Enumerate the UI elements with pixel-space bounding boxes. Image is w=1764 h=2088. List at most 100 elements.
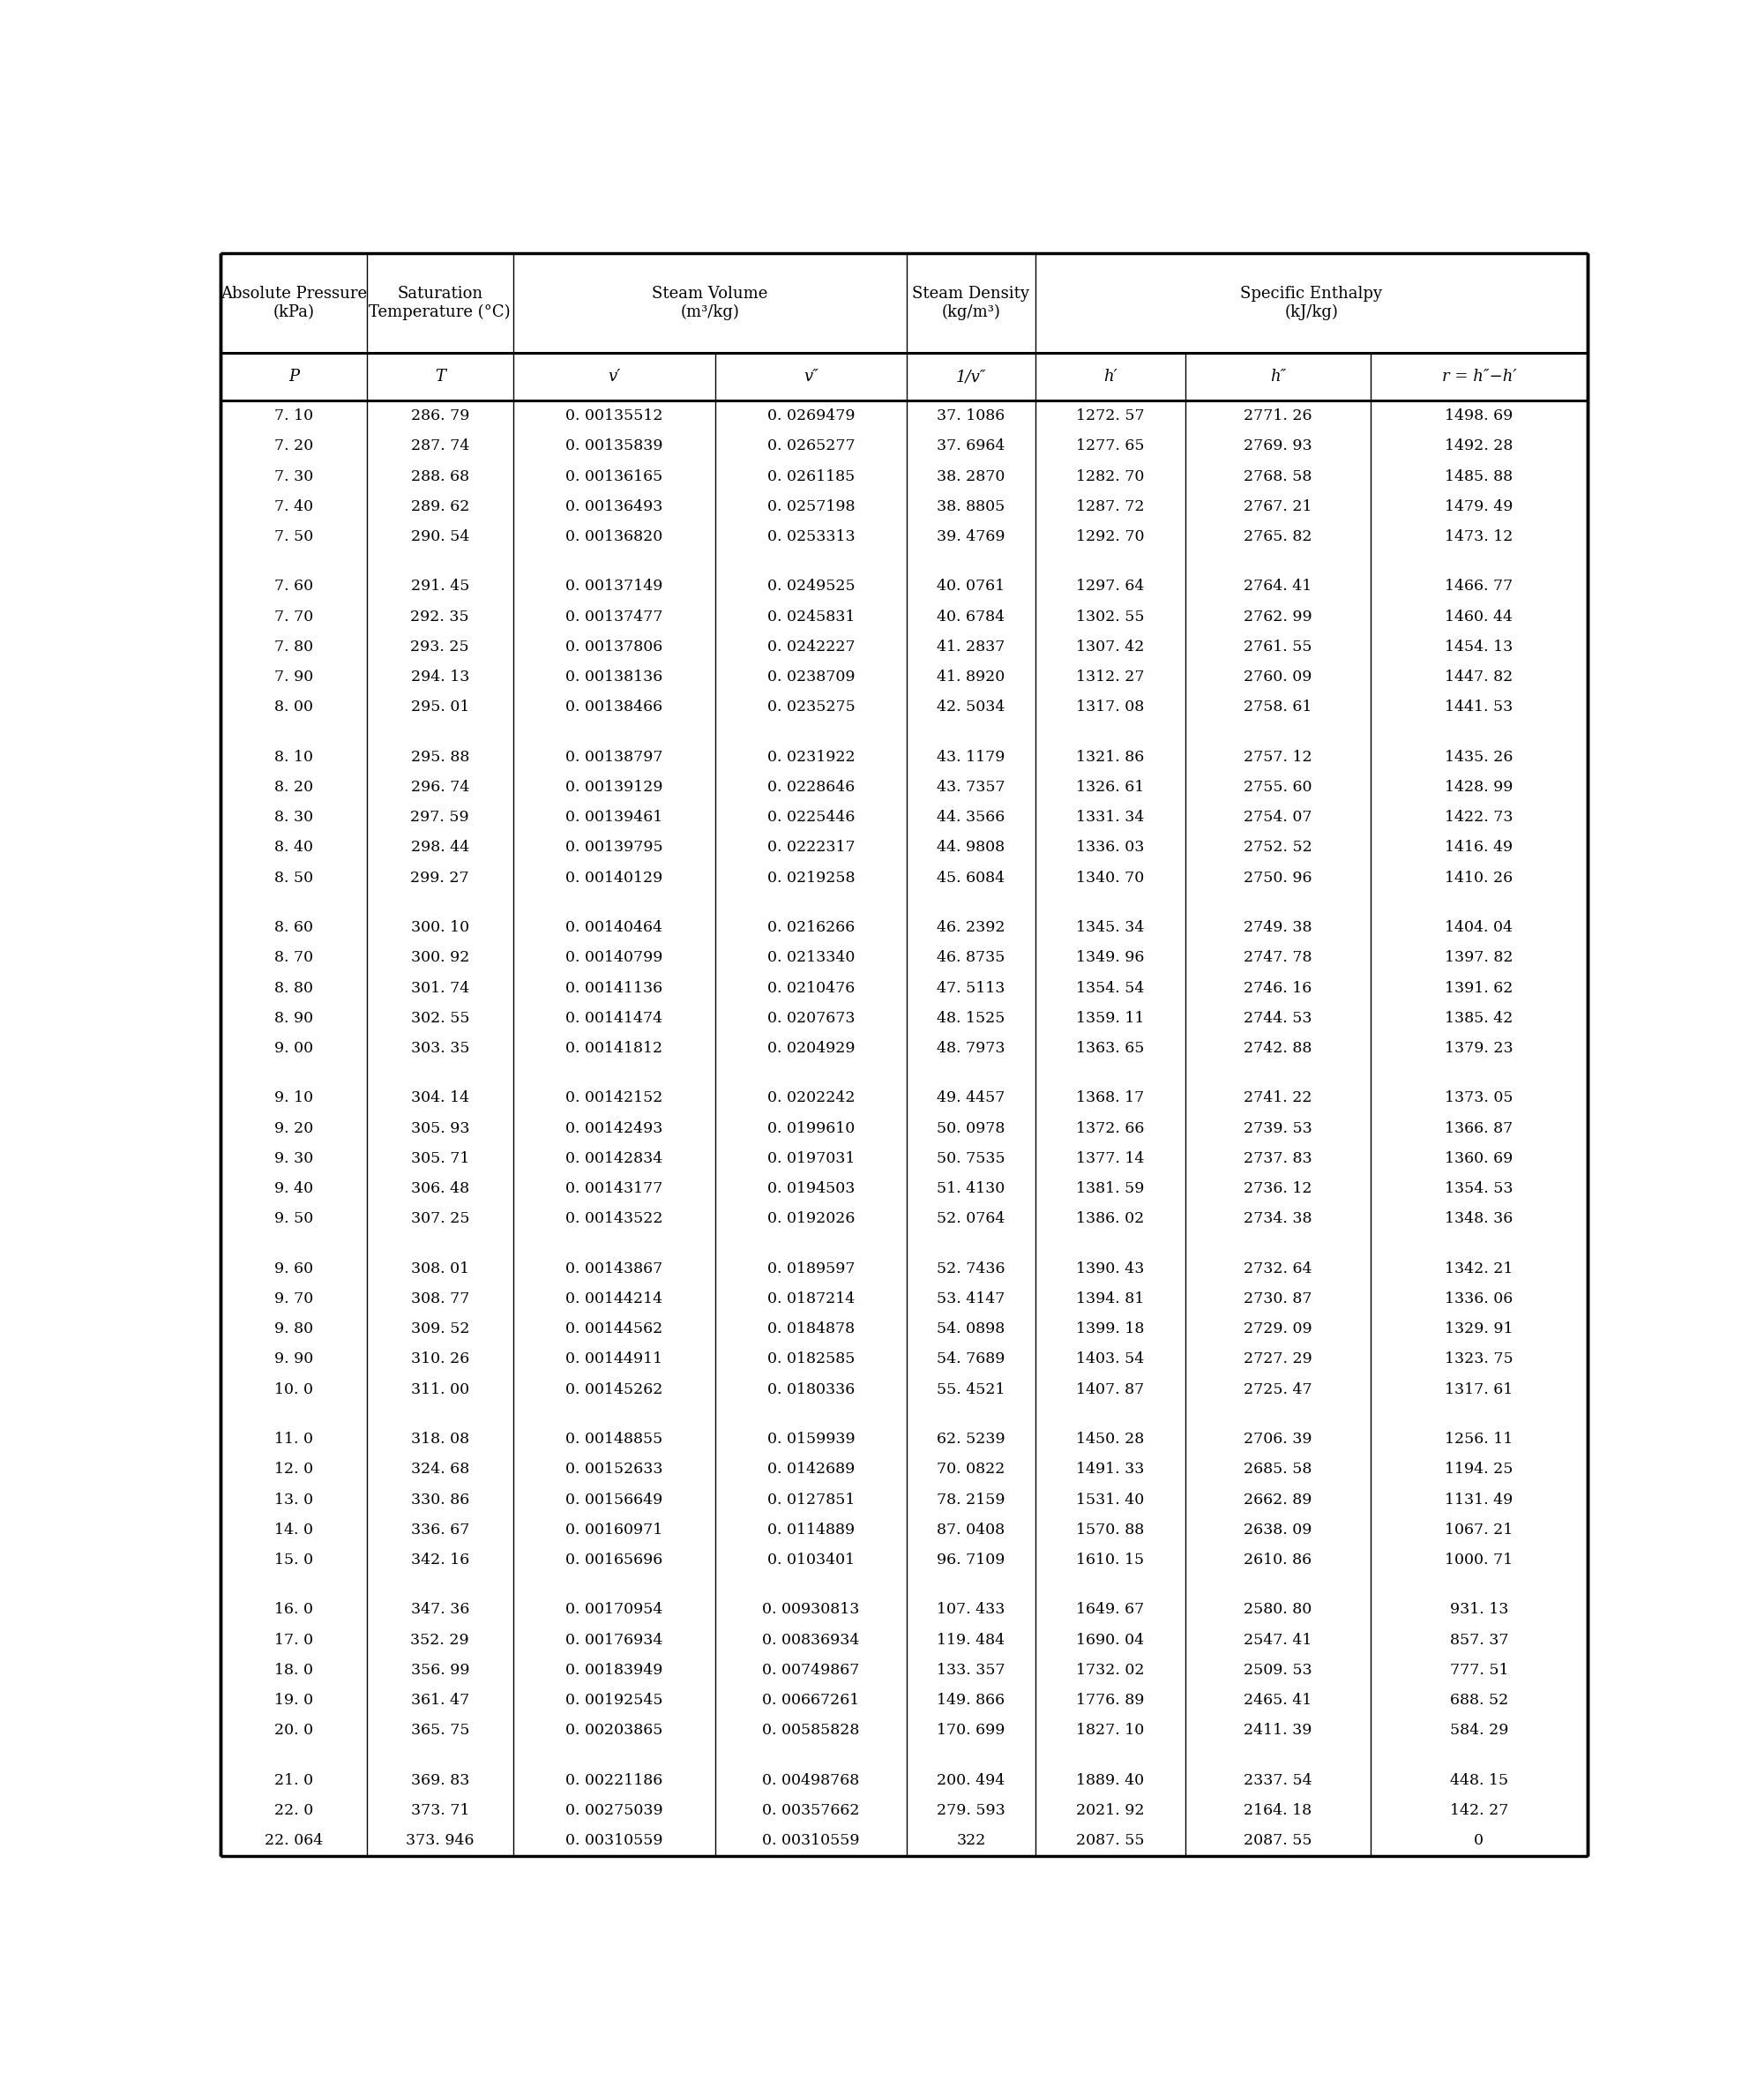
Text: 17. 0: 17. 0 — [273, 1633, 312, 1647]
Text: 38. 8805: 38. 8805 — [937, 499, 1005, 514]
Text: 2737. 83: 2737. 83 — [1244, 1150, 1312, 1165]
Text: 688. 52: 688. 52 — [1450, 1693, 1508, 1708]
Text: 318. 08: 318. 08 — [411, 1432, 469, 1447]
Text: 0. 0231922: 0. 0231922 — [767, 750, 856, 764]
Text: 1345. 34: 1345. 34 — [1076, 921, 1145, 935]
Text: 9. 20: 9. 20 — [273, 1121, 314, 1136]
Text: 356. 99: 356. 99 — [411, 1662, 469, 1679]
Text: 2739. 53: 2739. 53 — [1244, 1121, 1312, 1136]
Text: 1282. 70: 1282. 70 — [1076, 470, 1145, 484]
Text: 0. 0187214: 0. 0187214 — [767, 1292, 856, 1307]
Text: 1256. 11: 1256. 11 — [1445, 1432, 1514, 1447]
Text: 44. 3566: 44. 3566 — [937, 810, 1005, 825]
Text: 0. 0257198: 0. 0257198 — [767, 499, 856, 514]
Text: 2730. 87: 2730. 87 — [1244, 1292, 1312, 1307]
Text: 1394. 81: 1394. 81 — [1076, 1292, 1145, 1307]
Text: 170. 699: 170. 699 — [937, 1723, 1005, 1737]
Text: 0. 00310559: 0. 00310559 — [762, 1833, 859, 1848]
Text: 2411. 39: 2411. 39 — [1244, 1723, 1312, 1737]
Text: 373. 946: 373. 946 — [406, 1833, 475, 1848]
Text: 2742. 88: 2742. 88 — [1244, 1042, 1312, 1057]
Text: 310. 26: 310. 26 — [411, 1351, 469, 1368]
Text: P: P — [288, 370, 298, 384]
Text: 9. 40: 9. 40 — [273, 1182, 312, 1196]
Text: 53. 4147: 53. 4147 — [937, 1292, 1005, 1307]
Text: 308. 01: 308. 01 — [411, 1261, 469, 1276]
Text: 1359. 11: 1359. 11 — [1076, 1011, 1145, 1025]
Text: 0. 0219258: 0. 0219258 — [767, 871, 856, 885]
Text: 290. 54: 290. 54 — [411, 528, 469, 545]
Text: 1368. 17: 1368. 17 — [1076, 1090, 1145, 1107]
Text: 1321. 86: 1321. 86 — [1076, 750, 1145, 764]
Text: 9. 60: 9. 60 — [273, 1261, 312, 1276]
Text: 1460. 44: 1460. 44 — [1445, 610, 1514, 624]
Text: 2764. 41: 2764. 41 — [1244, 578, 1312, 593]
Text: 1131. 49: 1131. 49 — [1445, 1493, 1514, 1508]
Text: 1292. 70: 1292. 70 — [1076, 528, 1145, 545]
Text: 0. 0114889: 0. 0114889 — [767, 1522, 856, 1537]
Text: 2465. 41: 2465. 41 — [1244, 1693, 1312, 1708]
Text: 322: 322 — [956, 1833, 986, 1848]
Text: 1498. 69: 1498. 69 — [1445, 409, 1514, 424]
Text: 2087. 55: 2087. 55 — [1076, 1833, 1145, 1848]
Text: 9. 30: 9. 30 — [273, 1150, 314, 1165]
Text: 37. 1086: 37. 1086 — [937, 409, 1005, 424]
Text: 0. 0249525: 0. 0249525 — [767, 578, 856, 593]
Text: 286. 79: 286. 79 — [411, 409, 469, 424]
Text: 0. 00143177: 0. 00143177 — [566, 1182, 663, 1196]
Text: 777. 51: 777. 51 — [1450, 1662, 1508, 1679]
Text: Steam Volume
(m³/kg): Steam Volume (m³/kg) — [653, 286, 767, 319]
Text: 0. 0192026: 0. 0192026 — [767, 1211, 856, 1226]
Text: h″: h″ — [1270, 370, 1286, 384]
Text: 0. 00156649: 0. 00156649 — [566, 1493, 663, 1508]
Text: 1326. 61: 1326. 61 — [1076, 779, 1145, 796]
Text: 0. 00160971: 0. 00160971 — [566, 1522, 663, 1537]
Text: 7. 10: 7. 10 — [273, 409, 312, 424]
Text: 857. 37: 857. 37 — [1450, 1633, 1508, 1647]
Text: 38. 2870: 38. 2870 — [937, 470, 1005, 484]
Text: 2734. 38: 2734. 38 — [1244, 1211, 1312, 1226]
Text: 304. 14: 304. 14 — [411, 1090, 469, 1107]
Text: 1492. 28: 1492. 28 — [1445, 438, 1514, 453]
Text: 7. 90: 7. 90 — [273, 670, 314, 685]
Text: 0. 00749867: 0. 00749867 — [762, 1662, 859, 1679]
Text: 300. 10: 300. 10 — [411, 921, 469, 935]
Text: 2727. 29: 2727. 29 — [1244, 1351, 1312, 1368]
Text: 1331. 34: 1331. 34 — [1076, 810, 1145, 825]
Text: 1194. 25: 1194. 25 — [1445, 1462, 1514, 1476]
Text: 0: 0 — [1475, 1833, 1484, 1848]
Text: 2760. 09: 2760. 09 — [1244, 670, 1312, 685]
Text: 7. 20: 7. 20 — [273, 438, 314, 453]
Text: v′: v′ — [609, 370, 621, 384]
Text: 12. 0: 12. 0 — [273, 1462, 312, 1476]
Text: 295. 01: 295. 01 — [411, 699, 469, 714]
Text: 0. 0265277: 0. 0265277 — [767, 438, 856, 453]
Text: 298. 44: 298. 44 — [411, 839, 469, 856]
Text: 16. 0: 16. 0 — [273, 1601, 312, 1618]
Text: 1377. 14: 1377. 14 — [1076, 1150, 1145, 1165]
Text: 8. 10: 8. 10 — [273, 750, 312, 764]
Text: 50. 7535: 50. 7535 — [937, 1150, 1005, 1165]
Text: 51. 4130: 51. 4130 — [937, 1182, 1005, 1196]
Text: 2765. 82: 2765. 82 — [1244, 528, 1312, 545]
Text: 1323. 75: 1323. 75 — [1445, 1351, 1514, 1368]
Text: 289. 62: 289. 62 — [411, 499, 469, 514]
Text: 0. 00930813: 0. 00930813 — [762, 1601, 859, 1618]
Text: 8. 20: 8. 20 — [273, 779, 312, 796]
Text: 1302. 55: 1302. 55 — [1076, 610, 1145, 624]
Text: 8. 00: 8. 00 — [273, 699, 312, 714]
Text: 1473. 12: 1473. 12 — [1445, 528, 1514, 545]
Text: 1381. 59: 1381. 59 — [1076, 1182, 1145, 1196]
Text: Specific Enthalpy
(kJ/kg): Specific Enthalpy (kJ/kg) — [1240, 286, 1383, 319]
Text: 10. 0: 10. 0 — [273, 1382, 312, 1397]
Text: 0. 00141812: 0. 00141812 — [566, 1042, 663, 1057]
Text: 1336. 03: 1336. 03 — [1076, 839, 1145, 856]
Text: 0. 0261185: 0. 0261185 — [767, 470, 856, 484]
Text: 2729. 09: 2729. 09 — [1244, 1322, 1312, 1336]
Text: 107. 433: 107. 433 — [937, 1601, 1005, 1618]
Text: 1690. 04: 1690. 04 — [1076, 1633, 1145, 1647]
Text: 1407. 87: 1407. 87 — [1076, 1382, 1145, 1397]
Text: 361. 47: 361. 47 — [411, 1693, 469, 1708]
Text: 2547. 41: 2547. 41 — [1244, 1633, 1312, 1647]
Text: 0. 00176934: 0. 00176934 — [566, 1633, 663, 1647]
